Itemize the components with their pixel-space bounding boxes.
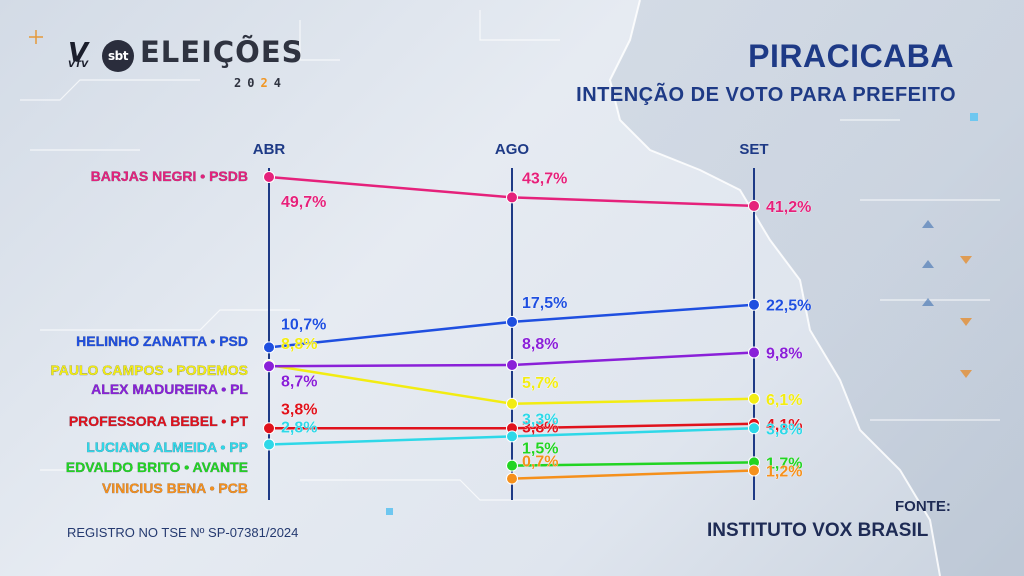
data-point <box>748 346 760 359</box>
data-point <box>506 430 518 443</box>
data-label: 9,8% <box>766 346 802 363</box>
data-label: 3,8% <box>522 419 558 436</box>
data-label: 8,8% <box>522 336 558 353</box>
legend-entry: EDVALDO BRITO • AVANTE <box>66 459 248 475</box>
data-point <box>263 341 275 354</box>
data-label: 3,8% <box>766 421 802 438</box>
x-tick-label: AGO <box>495 141 530 158</box>
arrow-marks <box>960 256 972 378</box>
legend-entry: ALEX MADUREIRA • PL <box>91 381 248 397</box>
accent-square <box>970 113 978 121</box>
page-title: PIRACICABA <box>748 38 954 74</box>
broadcaster-logo: V VTV sbt ELEIÇÕES 2024 <box>66 35 316 96</box>
accent-square <box>386 508 393 515</box>
circuit-lines <box>20 10 1000 501</box>
year-label: 2024 <box>234 76 287 90</box>
data-label: 8,7% <box>281 373 317 390</box>
data-point <box>506 191 518 204</box>
source-name: INSTITUTO VOX BRASIL <box>707 520 929 541</box>
map-border-line <box>608 0 941 576</box>
data-label: 4,1% <box>766 417 802 434</box>
legend-entry: VINICIUS BENA • PCB <box>102 480 248 496</box>
data-label: 2,8% <box>281 420 317 437</box>
series-line <box>511 469 755 480</box>
data-label: 3,3% <box>522 411 558 428</box>
elections-label: ELEIÇÕES <box>140 35 304 69</box>
data-label: 6,1% <box>766 392 802 409</box>
plus-mark <box>29 30 43 44</box>
source-label: FONTE: <box>895 498 951 515</box>
x-tick-label: ABR <box>253 141 286 158</box>
legend-entry: HELINHO ZANATTA • PSD <box>76 333 248 349</box>
data-label: 10,7% <box>281 316 326 333</box>
data-label: 5,7% <box>522 375 558 392</box>
series-line <box>511 461 755 467</box>
data-label: 0,7% <box>522 454 558 471</box>
data-point <box>748 392 760 405</box>
data-point <box>263 360 275 373</box>
data-label: 22,5% <box>766 298 811 315</box>
data-label: 1,7% <box>766 455 802 472</box>
sbt-logo: sbt <box>102 40 134 72</box>
data-label: 17,5% <box>522 295 567 312</box>
x-tick-label: SET <box>739 141 768 158</box>
data-point <box>748 199 760 212</box>
data-label: 8,8% <box>281 336 317 353</box>
data-label: 49,7% <box>281 194 326 211</box>
data-point <box>506 472 518 485</box>
data-label: 1,2% <box>766 464 802 481</box>
legend-entry: PAULO CAMPOS • PODEMOS <box>50 362 248 378</box>
data-label: 3,8% <box>281 401 317 418</box>
data-point <box>506 315 518 328</box>
arrow-marks <box>922 220 934 306</box>
data-point <box>263 438 275 451</box>
brazil-map-shape <box>610 0 1024 576</box>
page-subtitle: INTENÇÃO DE VOTO PARA PREFEITO <box>576 84 956 106</box>
data-label: 1,5% <box>522 441 558 458</box>
data-point <box>748 298 760 311</box>
vtv-logo: V VTV <box>68 38 89 70</box>
data-point <box>506 397 518 410</box>
tse-registration: REGISTRO NO TSE Nº SP-07381/2024 <box>67 525 299 540</box>
data-point <box>263 422 275 435</box>
data-point <box>748 464 760 477</box>
vtv-small-label: VTV <box>68 60 89 70</box>
data-point <box>506 459 518 472</box>
data-point <box>263 171 275 184</box>
data-label: 41,2% <box>766 199 811 216</box>
data-label: 43,7% <box>522 170 567 187</box>
legend-entry: PROFESSORA BEBEL • PT <box>69 413 249 429</box>
data-point <box>748 422 760 435</box>
legend-entry: LUCIANO ALMEIDA • PP <box>86 439 248 455</box>
data-point <box>506 359 518 371</box>
legend-entry: BARJAS NEGRI • PSDB <box>91 168 248 184</box>
